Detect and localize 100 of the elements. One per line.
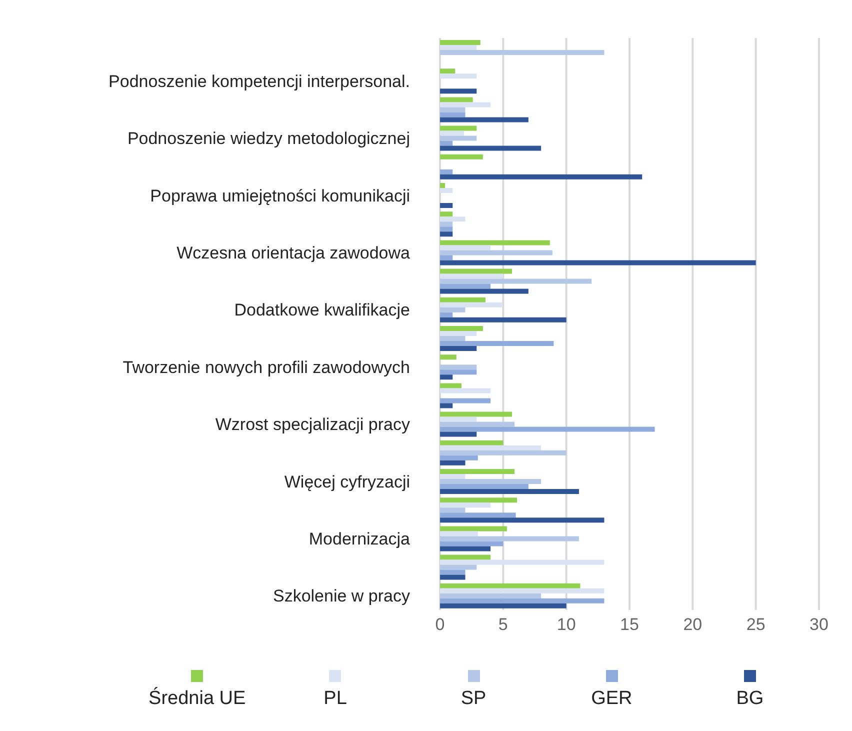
y-tick-label: Tworzenie nowych profili zawodowych xyxy=(122,358,410,377)
legend-label: SP xyxy=(460,688,486,710)
bar xyxy=(440,489,579,494)
bar xyxy=(440,546,491,552)
bar xyxy=(440,354,456,360)
bar xyxy=(440,583,580,588)
bar xyxy=(440,512,516,518)
bar xyxy=(440,374,453,380)
bar xyxy=(440,502,491,508)
bar xyxy=(440,445,542,450)
bar xyxy=(440,560,604,565)
bar xyxy=(440,440,504,446)
bar xyxy=(440,102,491,108)
bar xyxy=(440,398,491,404)
bar xyxy=(440,364,477,370)
bar xyxy=(440,188,453,193)
bar xyxy=(440,479,542,484)
bar xyxy=(440,312,453,318)
bar xyxy=(440,541,504,546)
bar xyxy=(440,107,466,112)
bar xyxy=(440,117,528,122)
legend-label: Średnia UE xyxy=(148,688,246,710)
bar xyxy=(440,88,477,94)
bar xyxy=(440,469,515,474)
bar xyxy=(440,260,756,266)
bar xyxy=(440,341,554,346)
bar xyxy=(440,112,466,118)
bar xyxy=(440,593,542,598)
bar xyxy=(440,484,528,489)
bar xyxy=(440,518,604,523)
bar xyxy=(440,326,483,331)
bar xyxy=(440,307,466,312)
bar xyxy=(440,140,453,146)
bar xyxy=(440,97,473,102)
legend-label: PL xyxy=(324,688,347,710)
x-tick-label: 5 xyxy=(498,615,508,634)
x-tick-label: 15 xyxy=(620,615,639,634)
y-tick-label: Więcej cyfryzacji xyxy=(284,472,410,492)
x-tick-label: 25 xyxy=(746,615,766,634)
bar xyxy=(440,250,552,256)
y-tick-label: Poprawa umiejętności komunikacji xyxy=(150,186,410,206)
bar xyxy=(440,450,566,456)
y-tick-label: Podnoszenie wiedzy metodologicznej xyxy=(127,129,410,148)
bar xyxy=(440,268,512,274)
y-tick-label: Dodatkowe kwalifikacje xyxy=(234,300,410,320)
bar xyxy=(440,212,453,217)
bar xyxy=(440,278,592,284)
bar xyxy=(440,416,477,422)
bar xyxy=(440,297,486,302)
bar xyxy=(440,531,478,536)
bar xyxy=(440,346,477,351)
bar xyxy=(440,536,579,542)
bar xyxy=(440,130,464,136)
bar xyxy=(440,383,462,388)
bar xyxy=(440,508,466,513)
bar xyxy=(440,388,491,394)
bar xyxy=(440,498,518,503)
bar xyxy=(440,284,491,289)
bar xyxy=(440,336,466,341)
bar xyxy=(440,455,478,460)
x-tick-label: 0 xyxy=(435,615,445,634)
bar xyxy=(440,526,507,532)
bar xyxy=(440,588,604,594)
legend-label: BG xyxy=(736,688,764,710)
bar xyxy=(440,432,477,437)
y-tick-label: Wzrost specjalizacji pracy xyxy=(215,415,410,434)
bar xyxy=(440,317,566,322)
bar xyxy=(440,603,566,608)
bar xyxy=(440,255,453,260)
bar xyxy=(440,226,453,232)
bar xyxy=(440,174,642,180)
bar xyxy=(440,554,491,560)
bar xyxy=(440,574,466,580)
bar xyxy=(440,203,453,208)
legend-label: GER xyxy=(591,688,632,710)
bar xyxy=(440,412,512,417)
bar xyxy=(440,154,483,160)
x-tick-label: 20 xyxy=(683,615,702,634)
bar xyxy=(440,50,604,55)
bar xyxy=(440,74,477,79)
bar xyxy=(440,288,528,294)
x-tick-label: 10 xyxy=(556,615,576,634)
bar xyxy=(440,422,515,427)
bar xyxy=(440,45,477,50)
y-tick-label: Podnoszenie kompetencji interpersonal. xyxy=(108,72,410,91)
bar xyxy=(440,183,446,188)
bar xyxy=(440,222,453,227)
bar xyxy=(440,232,453,237)
bar xyxy=(440,274,504,279)
bar xyxy=(440,216,466,222)
bar xyxy=(440,370,477,375)
bar xyxy=(440,460,466,466)
bar xyxy=(440,474,466,479)
bar xyxy=(440,126,477,131)
bar xyxy=(440,245,491,250)
bar xyxy=(440,598,604,604)
bar xyxy=(440,169,453,174)
y-tick-label: Modernizacja xyxy=(308,530,411,549)
bar xyxy=(440,136,477,141)
bar xyxy=(440,240,550,246)
